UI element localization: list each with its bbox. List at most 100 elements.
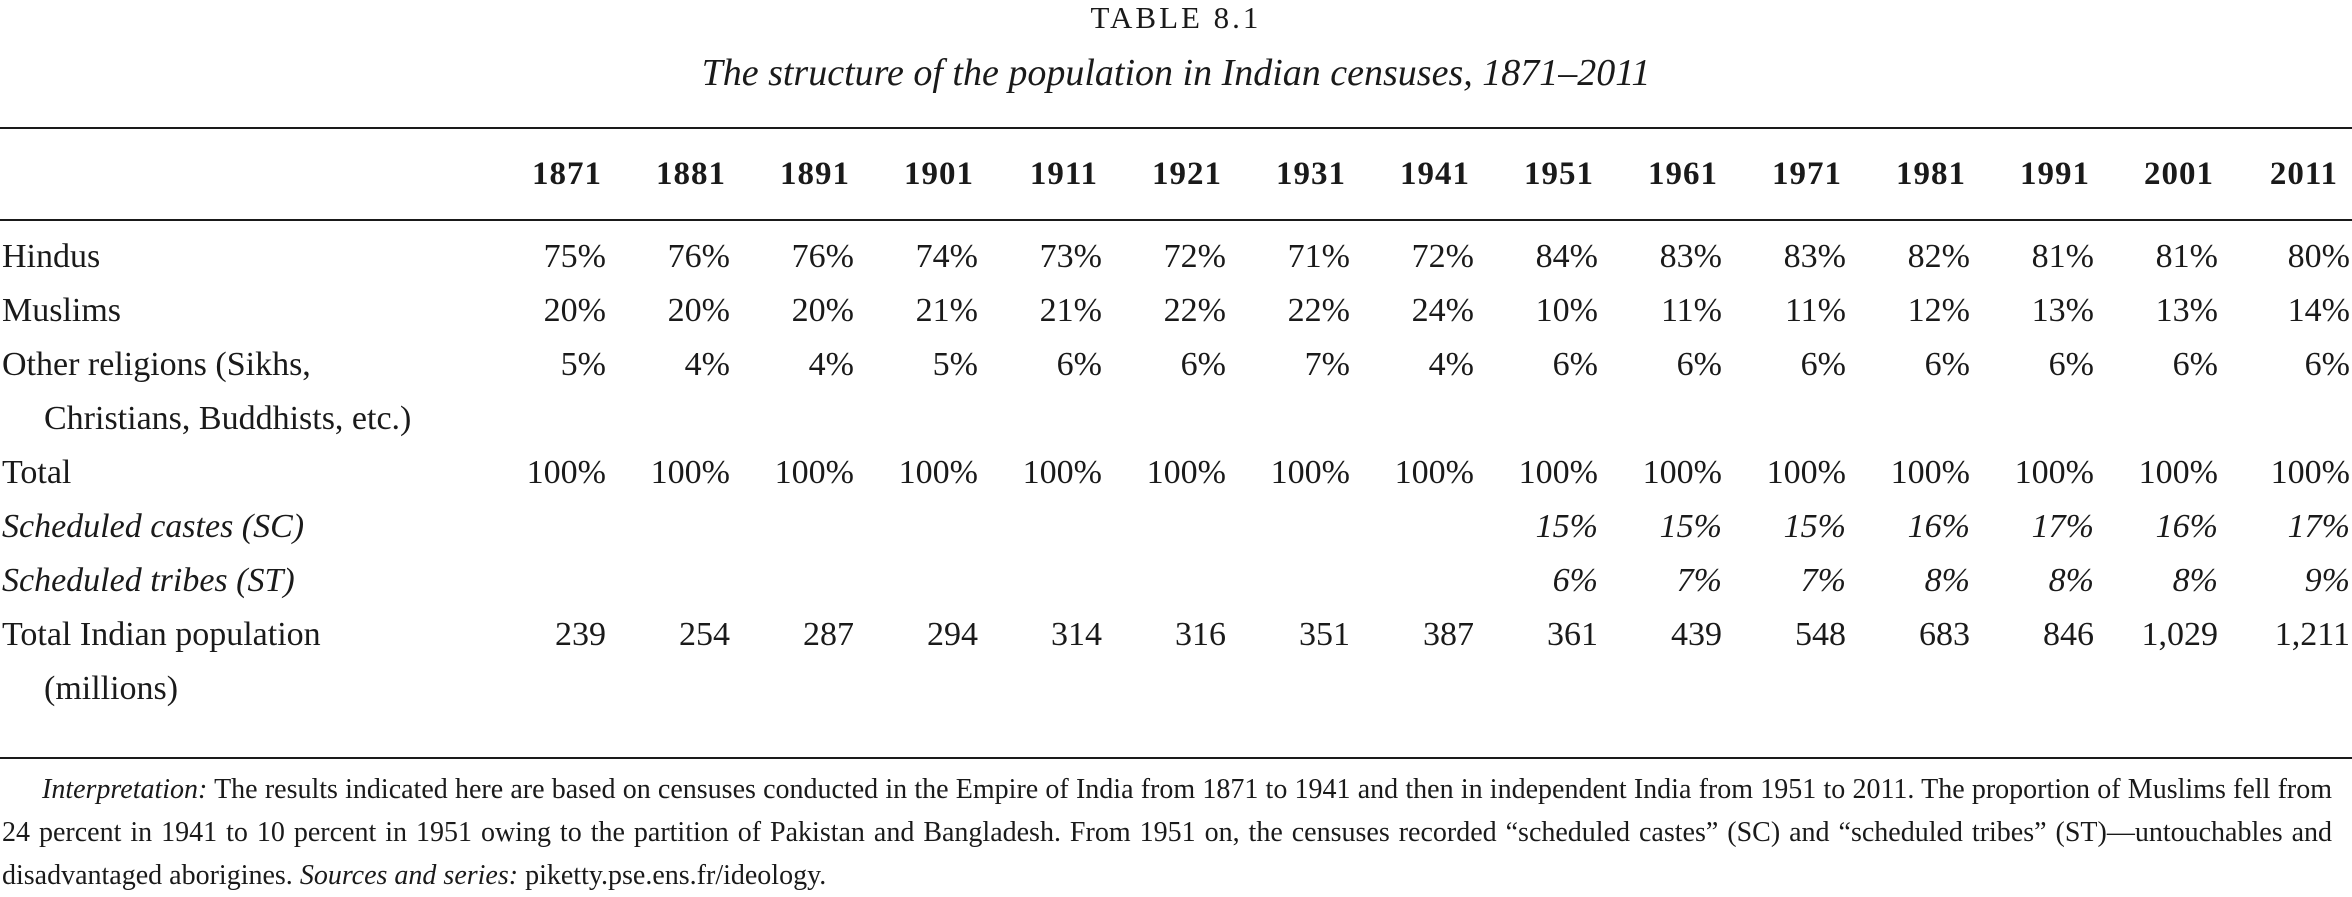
table-cell [616,500,740,554]
row-label: Scheduled castes (SC) [0,500,492,554]
table-cell: 100% [1146,454,1226,491]
census-table: 1871 1881 1891 1901 1911 1921 1931 1941 1951 1961… [0,130,2352,716]
table-cell [616,554,740,608]
table-cell: 22% [1287,292,1350,329]
table-row: Other religions (Sikhs, Christians, Buddh… [0,338,2352,446]
table-cell: 6% [1924,346,1970,383]
table-cell: 100% [2138,454,2218,491]
table-cell: 81% [2155,238,2218,275]
table-row: Hindus 75% 76% 76% 74% 73% 72% 71% 72% 84% 83% 83% 8… [0,218,2352,284]
table-cell: 15% [1659,508,1722,545]
table-cell [864,554,988,608]
table-cell: 100% [1270,454,1350,491]
bottom-rule [0,757,2352,759]
table-cell: 7% [1304,346,1350,383]
top-rule [0,127,2352,129]
table-cell [1112,554,1236,608]
table-cell: 82% [1907,238,1970,275]
table-cell: 72% [1411,238,1474,275]
column-header: 1971 [1772,156,1842,192]
table-number: TABLE 8.1 [1090,0,1262,35]
table-cell: 100% [774,454,854,491]
table-cell [1112,500,1236,554]
column-header: 2011 [2269,156,2338,192]
table-cell: 5% [932,346,978,383]
table-cell: 294 [927,616,978,653]
row-label-text: Scheduled tribes (ST) [2,562,295,599]
table-cell: 100% [526,454,606,491]
table-cell: 100% [1518,454,1598,491]
table-cell: 15% [1783,508,1846,545]
row-label-text: Muslims [2,292,122,329]
header-corner [0,130,492,218]
header-rule [0,219,2352,221]
table-cell: 9% [2304,562,2350,599]
table-cell [740,554,864,608]
table-cell: 17% [2031,508,2094,545]
table-cell: 8% [2048,562,2094,599]
table-cell: 6% [1180,346,1226,383]
table-cell: 11% [1660,292,1722,329]
row-label-text: Total [2,454,72,491]
table-cell: 4% [684,346,730,383]
table-cell [1236,500,1360,554]
note-body: The results indicated here are based on … [2,774,2332,891]
table-cell: 10% [1535,292,1598,329]
table-cell: 439 [1671,616,1722,653]
table-cell: 6% [1056,346,1102,383]
row-label: Other religions (Sikhs, Christians, Buddh… [0,338,492,446]
table-cell: 1,211 [2274,616,2350,653]
table-cell: 22% [1163,292,1226,329]
table-cell: 11% [1784,292,1846,329]
table-cell: 16% [1907,508,1970,545]
column-header: 1941 [1400,156,1470,192]
table-row: Scheduled castes (SC) 15% 15% 15% 16% 17% 16% 1… [0,500,2352,554]
table-cell: 254 [679,616,730,653]
table-cell [1236,554,1360,608]
table-cell: 100% [1766,454,1846,491]
table-cell: 100% [1022,454,1102,491]
column-header: 1981 [1896,156,1966,192]
table-cell: 15% [1535,508,1598,545]
row-label-text: Total Indian population [2,616,321,653]
table-cell: 287 [803,616,854,653]
column-header: 1871 [532,156,602,192]
table-cell: 21% [1039,292,1102,329]
note-lead-label: Interpretation: [42,774,208,805]
table-cell: 76% [791,238,854,275]
table-cell [492,554,616,608]
table-cell: 24% [1411,292,1474,329]
table-cell: 7% [1676,562,1722,599]
table-cell [492,500,616,554]
table-cell: 83% [1783,238,1846,275]
table-cell: 683 [1919,616,1970,653]
table-cell: 75% [543,238,606,275]
interpretation-note: Interpretation: The results indicated he… [2,768,2332,897]
row-label: Muslims [0,284,492,338]
table-cell: 6% [1552,562,1598,599]
table-cell: 72% [1163,238,1226,275]
table-cell: 4% [808,346,854,383]
table-cell: 8% [1924,562,1970,599]
table-cell: 80% [2287,238,2350,275]
table-cell: 351 [1299,616,1350,653]
table-cell: 73% [1039,238,1102,275]
row-label: Total Indian population (millions) [0,608,492,716]
table-cell: 20% [543,292,606,329]
table-cell: 13% [2155,292,2218,329]
table-cell: 100% [1642,454,1722,491]
row-label-text: Hindus [2,238,101,275]
table-cell: 6% [1676,346,1722,383]
table-cell: 361 [1547,616,1598,653]
note-sources-text: piketty.pse.ens.fr/ideology. [518,860,827,891]
column-header: 1931 [1276,156,1346,192]
table-cell: 6% [2048,346,2094,383]
row-label: Hindus [0,218,492,284]
header-row: 1871 1881 1891 1901 1911 1921 1931 1941 1951 1961… [0,130,2352,218]
table-cell [1360,500,1484,554]
table-cell: 1,029 [2141,616,2219,653]
table-cell: 6% [1552,346,1598,383]
column-header: 1991 [2020,156,2090,192]
row-label: Total [0,446,492,500]
